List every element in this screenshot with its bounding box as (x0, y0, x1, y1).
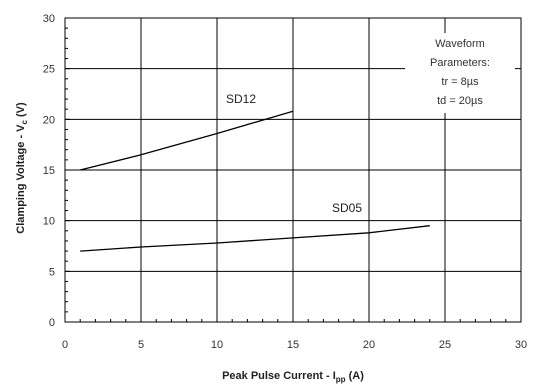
series-label-sd05: SD05 (332, 201, 362, 215)
plot-frame (64, 17, 522, 323)
x-tick-label: 0 (62, 339, 68, 351)
series-line-sd05 (80, 225, 430, 252)
x-axis-title-unit: (A) (346, 370, 365, 382)
series (80, 110, 430, 252)
x-tick-label: 20 (363, 339, 375, 351)
annotation-line-2: Parameters: (430, 57, 490, 69)
x-tick-label: 5 (138, 339, 144, 351)
y-tick-label: 30 (43, 13, 55, 25)
x-tick-label: 25 (439, 339, 451, 351)
y-axis-title: Clamping Voltage - Vc (V) (15, 102, 29, 234)
x-axis-title-main: Peak Pulse Current - I (222, 370, 336, 382)
series-label-sd12: SD12 (226, 92, 256, 106)
y-axis-title-main: Clamping Voltage - V (15, 124, 27, 234)
annotation-background (405, 33, 515, 113)
x-axis-title-subscript: pp (336, 375, 346, 384)
annotation-line-4: td = 20µs (437, 95, 483, 107)
series-line-sd12 (80, 110, 294, 171)
y-axis-title-subscript: c (20, 119, 29, 124)
x-tick-label: 15 (287, 339, 299, 351)
x-tick-label: 10 (211, 339, 223, 351)
annotation-line-1: Waveform (435, 38, 485, 50)
y-tick-label: 20 (43, 114, 55, 126)
y-tick-label: 10 (43, 216, 55, 228)
y-tick-label: 15 (43, 165, 55, 177)
annotation-line-3: tr = 8µs (441, 76, 479, 88)
x-tick-label: 30 (515, 339, 527, 351)
y-tick-label: 0 (49, 317, 55, 329)
y-tick-labels: 0 5 10 15 20 25 30 (43, 13, 55, 329)
x-tick-labels: 0 5 10 15 20 25 30 (62, 339, 527, 351)
y-tick-label: 25 (43, 64, 55, 76)
y-tick-label: 5 (49, 266, 55, 278)
y-axis-title-unit: (V) (15, 102, 27, 120)
x-axis-title: Peak Pulse Current - Ipp (A) (222, 370, 364, 384)
